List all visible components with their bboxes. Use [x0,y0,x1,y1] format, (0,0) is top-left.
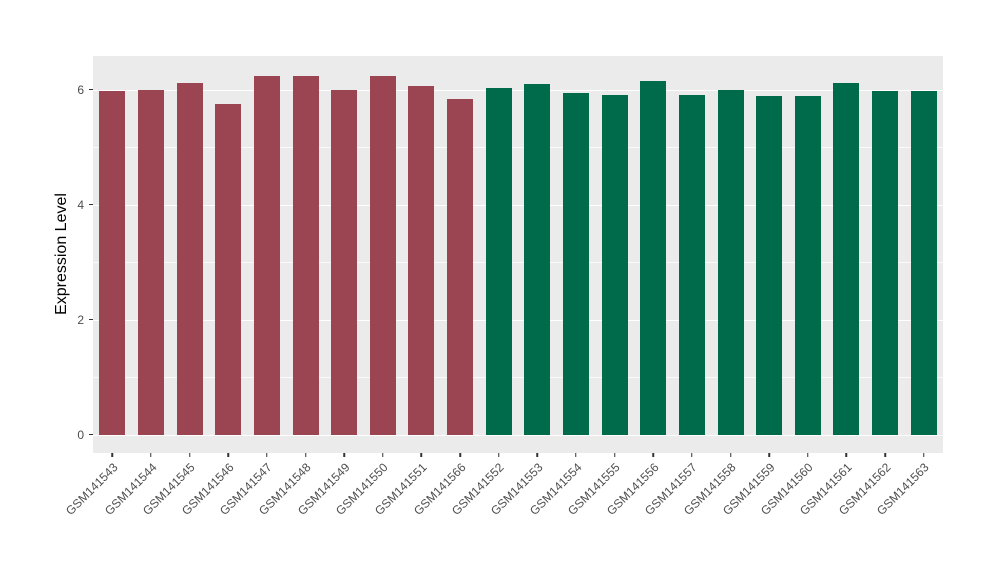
y-tick-label: 2 [77,313,84,328]
bar-GSM141563 [910,91,937,435]
gridline-minor [93,377,943,378]
bar-GSM141548 [292,75,319,435]
bars-layer [93,56,943,453]
x-tick [536,453,539,457]
bar-slot [325,56,364,435]
gridline-major [93,434,943,437]
bar-GSM141549 [331,90,358,435]
gridline-minor [93,262,943,263]
bar-slot [673,56,712,435]
bar-GSM141551 [408,86,435,435]
bar-slot [518,56,557,435]
y-tick-label: 4 [77,198,84,213]
bar-slot [557,56,596,435]
bar-GSM141562 [872,90,899,435]
x-tick [884,453,886,457]
x-tick [459,453,461,457]
bar-GSM141561 [833,82,860,435]
bar-GSM141556 [640,80,667,435]
bar-slot [479,56,518,435]
bar-slot [363,56,402,435]
bar-GSM141557 [678,94,705,435]
y-tick [89,318,93,321]
bar-slot [248,56,287,435]
bar-slot [93,56,132,435]
bar-GSM141552 [485,87,512,435]
bar-GSM141554 [563,92,589,435]
bar-GSM141553 [524,84,551,435]
x-tick [845,453,848,457]
x-tick [807,453,809,457]
x-tick [613,453,616,457]
bar-slot [209,56,248,435]
bar-slot [634,56,673,435]
bar-slot [866,56,905,435]
x-tick [768,453,770,457]
x-tick [922,453,925,457]
bar-slot [827,56,866,435]
x-tick [150,453,152,457]
bar-GSM141550 [369,75,396,435]
bar-GSM141545 [176,83,203,435]
x-tick [420,453,423,457]
y-tick-label: 0 [77,428,84,443]
bar-GSM141543 [99,90,126,435]
bar-slot [170,56,209,435]
x-tick [188,453,191,457]
gridline-minor [93,147,943,148]
x-tick [691,453,693,457]
bar-GSM141558 [717,89,744,435]
bar-GSM141555 [601,94,628,435]
x-tick [343,453,345,457]
bar-slot [402,56,441,435]
bar-slot [286,56,325,435]
x-tick [227,453,229,457]
y-axis: 0 2 4 6 [0,56,93,453]
bar-GSM141560 [794,96,821,435]
plot-panel [93,56,943,453]
x-axis: GSM141543 GSM141544 GSM141545 GSM141546 GSM1… [63,453,943,578]
x-tick [304,453,307,457]
bar-slot [904,56,943,435]
bar-slot [789,56,828,435]
y-tick [89,88,93,91]
x-tick [729,453,732,457]
bar-slot [132,56,171,435]
bar-GSM141559 [756,95,783,435]
y-tick [89,203,93,206]
x-tick [575,453,577,457]
x-tick [652,453,654,457]
bar-GSM141546 [215,104,242,435]
bar-slot [711,56,750,435]
x-tick [266,453,268,457]
bar-GSM141544 [137,89,164,435]
bar-slot [750,56,789,435]
gridline-major [93,204,943,207]
gridline-major [93,89,943,92]
gridline-major [93,319,943,322]
x-tick [497,453,500,457]
y-tick [89,433,93,436]
bar-slot [441,56,480,435]
x-tick [111,453,114,457]
bar-GSM141547 [253,75,280,435]
gridline-layer [93,56,943,453]
y-tick-label: 6 [77,83,84,98]
x-tick [382,453,384,457]
bar-GSM141566 [447,98,474,435]
bar-slot [595,56,634,435]
